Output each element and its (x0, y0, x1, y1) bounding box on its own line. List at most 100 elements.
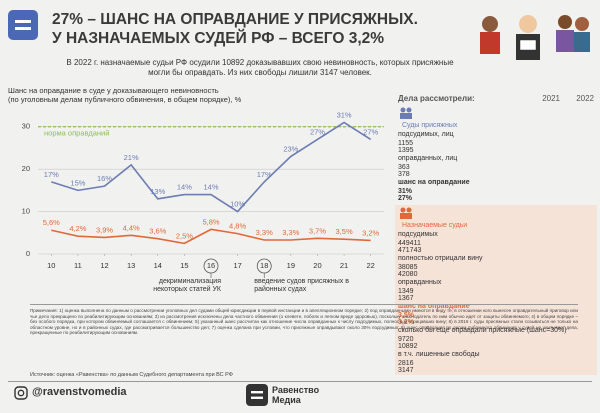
table-row: подсудимых, лиц 1155 1395 (398, 130, 594, 154)
logo (8, 10, 38, 40)
section-title: Суды присяжных (402, 122, 458, 129)
cell: 378 (398, 171, 410, 178)
value-label: 10% (230, 200, 245, 209)
table-row: полностью отрицали вину 38085 42080 (398, 254, 594, 278)
y-tick-label: 20 (22, 164, 30, 173)
cell: 42080 (398, 271, 418, 278)
divider (8, 381, 592, 382)
x-tick-label: 19 (287, 261, 295, 270)
cell: 1367 (398, 295, 414, 302)
section-title: Назначаемые судьи (402, 222, 468, 229)
table-row: сколько бы ещё оправдали присяжные (шанс… (398, 326, 594, 350)
brand-line: Равенство (272, 385, 320, 395)
row-label: подсудимых (398, 231, 438, 238)
table-row: в т.ч. лишенные свободы 2816 3147 (398, 350, 594, 374)
value-label: 3,5% (336, 227, 353, 236)
value-label: 14% (203, 183, 218, 192)
table-row: оправданных, лиц 363 378 (398, 154, 594, 178)
title-line: У НАЗНАЧАЕМЫХ СУДЕЙ РФ – ВСЕГО 3,2% (52, 30, 385, 47)
value-label: 5,6% (43, 218, 60, 227)
x-tick-label: 14 (154, 261, 162, 270)
x-tick-label: 22 (367, 261, 375, 270)
value-label: 3,6% (149, 227, 166, 236)
value-label: 4,4% (123, 223, 140, 232)
cell: 1155 (398, 140, 414, 147)
column-header: 2021 (542, 94, 560, 103)
chart: Шанс на оправдание в суде у доказывающег… (8, 86, 384, 293)
value-label: 27% (363, 127, 378, 136)
section-icon (400, 107, 412, 119)
cell: 471743 (398, 247, 422, 254)
x-tick-label: 10 (47, 261, 55, 270)
value-label: 16% (97, 174, 112, 183)
section-header: Суды присяжных (398, 106, 594, 130)
row-label: оправданных (398, 279, 442, 286)
y-tick-label: 0 (26, 249, 30, 258)
table-row: подсудимых 449411 471743 (398, 230, 594, 254)
value-label: 17% (257, 170, 272, 179)
cell: 2816 (398, 360, 414, 367)
table-section: Назначаемые судьи подсудимых 449411 471743 п… (395, 205, 597, 375)
x-tick-label: 20 (313, 261, 321, 270)
chart-title: Шанс на оправдание в суде у доказывающег… (8, 86, 219, 95)
table-title: Дела рассмотрели: (398, 94, 475, 103)
table-row: шанс на оправдание 31% 27% (398, 178, 594, 202)
value-label: 3,9% (96, 225, 113, 234)
x-tick-label: 15 (180, 261, 188, 270)
series-line (51, 228, 371, 245)
y-tick-label: 30 (22, 122, 30, 131)
x-tick-label: 12 (100, 261, 108, 270)
subtitle: В 2022 г. назначаемые судьи РФ осудили 1… (66, 58, 454, 77)
value-label: 3,3% (256, 228, 273, 237)
column-header: 2022 (576, 94, 594, 103)
value-label: 3,3% (282, 228, 299, 237)
x-tick-label: 11 (74, 261, 82, 270)
annotation: декриминализация некоторых статей УК (153, 278, 221, 293)
value-label: 5,8% (202, 217, 219, 226)
notes: Примечания: 1) оценка выполнена по данны… (30, 304, 578, 336)
section-header: Назначаемые судьи (398, 206, 594, 230)
row-label: полностью отрицали вину (398, 255, 483, 262)
cell: 363 (398, 164, 410, 171)
value-label: 31% (337, 110, 352, 119)
row-label: подсудимых, лиц (398, 131, 454, 138)
brand-logo (246, 384, 268, 406)
series-line (51, 121, 372, 213)
table-row: шанс на оправдание 3,5% 3,2% (398, 302, 594, 326)
source: Источник: оценка «Равенства» по данным С… (30, 372, 233, 378)
value-label: 13% (150, 187, 165, 196)
chart-subtitle: (по уголовным делам публичного обвинения… (8, 95, 242, 104)
row-label: шанс на оправдание (398, 179, 470, 186)
value-label: 4,8% (229, 222, 246, 231)
table-row: оправданных 1349 1367 (398, 278, 594, 302)
cell: 10892 (398, 343, 418, 350)
brand: Равенство Медиа (272, 385, 319, 405)
x-tick-label: 21 (340, 261, 348, 270)
x-tick-label: 13 (127, 261, 135, 270)
table: Дела рассмотрели: 2021 2022 Суды присяжных п… (395, 94, 597, 375)
value-label: 21% (124, 153, 139, 162)
cell: 31% (398, 188, 413, 195)
value-label: 15% (70, 178, 85, 187)
value-label: 27% (310, 127, 325, 136)
value-label: 3,2% (362, 228, 379, 237)
y-tick-label: 10 (22, 207, 30, 216)
row-label: в т.ч. лишенные свободы (398, 351, 480, 358)
reference-label: норма оправданий (44, 129, 109, 138)
instagram-icon (14, 386, 28, 400)
table-section: Суды присяжных подсудимых, лиц 1155 1395 опр… (398, 106, 594, 202)
annotation-box: декриминализация некоторых статей УК (153, 278, 221, 293)
annotation: введение судов присяжных в районных суда… (254, 278, 349, 293)
cell: 449411 (398, 240, 421, 247)
value-label: 4,2% (69, 224, 86, 233)
value-label: 2,5% (176, 231, 193, 240)
title-line: 27% – ШАНС НА ОПРАВДАНИЕ У ПРИСЯЖНЫХ. (52, 11, 418, 28)
cell: 1395 (398, 147, 414, 154)
cell: 9720 (398, 336, 414, 343)
table-header: Дела рассмотрели: 2021 2022 (398, 94, 594, 103)
illustration (480, 15, 590, 60)
cell: 1349 (398, 288, 414, 295)
cell: 27% (398, 195, 413, 202)
row-label: шанс на оправдание (398, 303, 470, 310)
